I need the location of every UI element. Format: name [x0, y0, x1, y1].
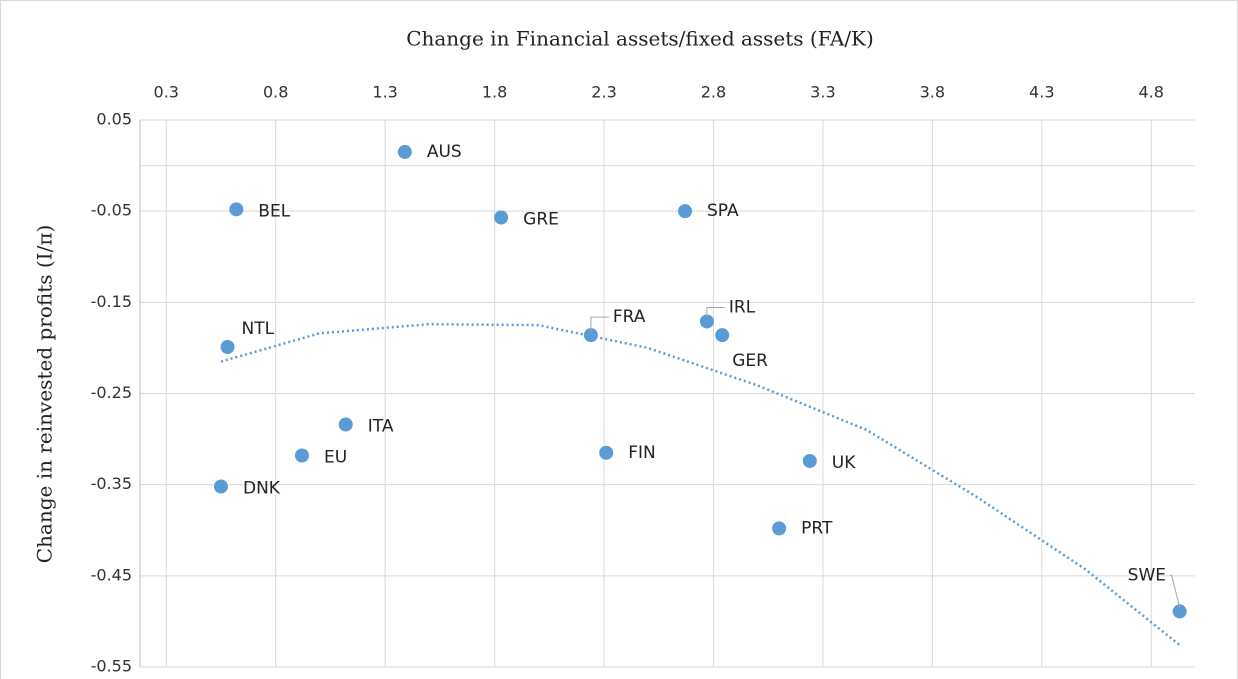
x-tick-label: 2.8 — [701, 83, 726, 102]
x-tick-label: 4.3 — [1029, 83, 1054, 102]
y-tick-label: -0.35 — [91, 474, 132, 493]
trendline — [220, 322, 1181, 647]
y-tick-label: -0.15 — [91, 292, 132, 311]
leader-line — [590, 316, 609, 332]
point-label: FIN — [628, 443, 656, 463]
data-point — [494, 210, 509, 225]
x-tick-label: 0.8 — [263, 83, 288, 102]
leader-line — [706, 306, 725, 318]
data-point — [802, 453, 817, 468]
x-tick-label: 1.3 — [372, 83, 397, 102]
x-tick-label: 0.3 — [154, 83, 179, 102]
y-tick-label: 0.05 — [96, 110, 132, 129]
x-tick-label: 1.8 — [482, 83, 507, 102]
point-label: GER — [732, 351, 768, 371]
data-point — [229, 202, 244, 217]
point-label: GRE — [523, 210, 559, 230]
x-tick-label: 2.3 — [591, 83, 616, 102]
data-point — [294, 448, 309, 463]
leader-line — [1169, 574, 1181, 608]
y-tick-label: -0.25 — [91, 383, 132, 402]
data-point — [772, 521, 787, 536]
point-label: EU — [324, 447, 347, 467]
y-tick-label: -0.05 — [91, 201, 132, 220]
data-point — [213, 479, 228, 494]
data-point — [678, 204, 693, 219]
point-label: IRL — [729, 297, 756, 317]
x-tick-label: 4.8 — [1138, 83, 1163, 102]
x-tick-label: 3.3 — [810, 83, 835, 102]
data-point — [583, 328, 598, 343]
point-label: BEL — [258, 201, 290, 221]
point-label: FRA — [613, 307, 646, 327]
point-label: SWE — [1128, 565, 1166, 585]
point-label: PRT — [801, 518, 833, 538]
data-point — [1172, 604, 1187, 619]
point-label: SPA — [707, 201, 739, 221]
point-label: UK — [832, 453, 856, 473]
y-tick-label: -0.45 — [91, 565, 132, 584]
point-label: DNK — [243, 478, 281, 498]
data-point — [397, 144, 412, 159]
point-label: AUS — [427, 142, 462, 162]
y-tick-label: -0.55 — [91, 657, 132, 676]
x-axis-title: Change in Financial assets/fixed assets … — [406, 27, 874, 51]
point-label: NTL — [242, 319, 275, 339]
data-point — [699, 314, 714, 329]
point-label: ITA — [368, 416, 394, 436]
x-tick-label: 3.8 — [920, 83, 945, 102]
data-point — [338, 417, 353, 432]
data-point — [715, 328, 730, 343]
data-point — [599, 445, 614, 460]
y-axis-title: Change in reinvested profits (I/π) — [33, 225, 57, 564]
data-point — [220, 340, 235, 355]
